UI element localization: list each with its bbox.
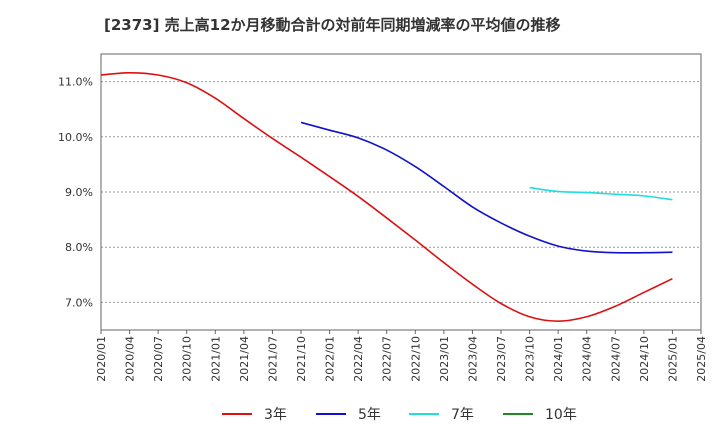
x-tick-label: 2021/04 [238,336,251,382]
x-tick-label: 2022/10 [409,336,422,382]
x-tick-label: 2020/04 [124,336,137,382]
series-line-3 [529,186,673,201]
x-tick-label: 2023/10 [524,336,537,382]
y-tick-label: 9.0% [65,186,93,199]
x-tick-label: 2021/07 [266,336,279,382]
y-tick-label: 11.0% [58,76,93,89]
x-tick-label: 2023/04 [466,336,479,382]
x-tick-label: 2020/01 [95,336,108,382]
x-tick-label: 2020/07 [152,336,165,382]
y-tick-label: 10.0% [58,131,93,144]
legend-label-2: 5年 [358,407,381,423]
x-tick-label: 2020/10 [181,336,194,382]
chart-title: [2373] 売上高12か月移動合計の対前年同期増減率の平均値の推移 [104,16,561,34]
x-tick-label: 2024/10 [638,336,651,382]
y-tick-label: 7.0% [65,296,93,309]
x-tick-label: 2024/01 [552,336,565,382]
gridlines [101,81,701,303]
x-tick-label: 2021/01 [209,336,222,382]
plot-area-frame [100,53,702,331]
x-tick-label: 2024/07 [609,336,622,382]
series-lines [100,71,673,322]
x-tick-label: 2025/04 [695,336,708,382]
x-tick-label: 2025/01 [666,336,679,382]
x-tick-label: 2021/10 [295,336,308,382]
x-tick-label: 2023/07 [495,336,508,382]
x-tick-label: 2022/01 [324,336,337,382]
x-tick-label: 2024/04 [581,336,594,382]
legend: 3年 5年 7年 10年 [222,407,577,423]
x-tick-label: 2023/01 [438,336,451,382]
x-tick-label: 2022/04 [352,336,365,382]
x-tick-label: 2022/07 [381,336,394,382]
series-line-1 [100,71,673,322]
legend-label-3: 7年 [451,407,474,423]
y-tick-label: 8.0% [65,241,93,254]
legend-label-4: 10年 [545,407,577,423]
axis-ticks: 7.0% 8.0% 9.0% 10.0% 11.0% 2020/01 2020/04 2020… [58,76,708,382]
series-line-2 [300,121,673,254]
legend-label-1: 3年 [264,407,287,423]
